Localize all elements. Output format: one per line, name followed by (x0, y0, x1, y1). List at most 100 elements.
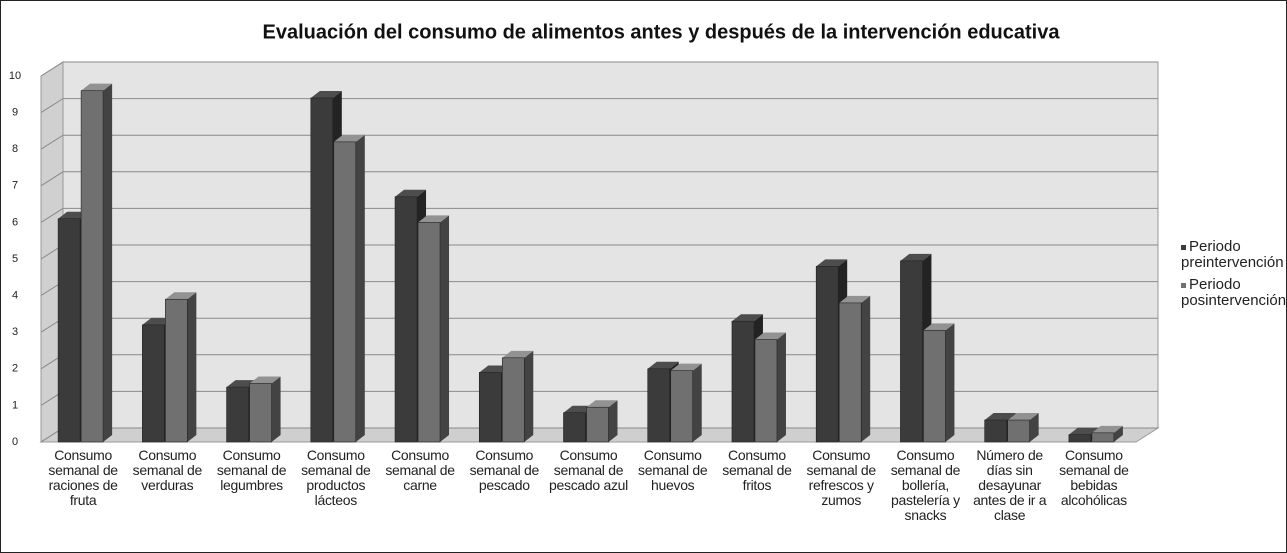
bar-face (187, 292, 197, 442)
legend-label: Periodo posintervención (1181, 276, 1287, 309)
bar-face (670, 363, 702, 371)
bar-face (417, 222, 441, 443)
y-tick-label: 7 (12, 180, 18, 192)
x-tick-label: Consumo semanal de carne (385, 447, 455, 493)
y-tick-label: 1 (12, 399, 18, 411)
y-tick-label: 6 (12, 216, 18, 228)
bar-face (394, 196, 418, 443)
y-tick-label: 0 (12, 436, 18, 448)
bar-face (692, 363, 702, 442)
y-tick-label: 9 (12, 107, 18, 119)
bar-face (754, 339, 778, 443)
legend-item: Periodo preintervención (1181, 238, 1286, 271)
bar-face (647, 368, 671, 443)
bar (1007, 413, 1039, 443)
x-tick-label: Consumo semanal de raciones de fruta (48, 447, 118, 508)
bar-face (440, 215, 450, 442)
bar (165, 292, 197, 443)
bar-face (731, 320, 755, 443)
bar-face (249, 376, 281, 384)
bar-face (310, 97, 334, 443)
grid-line (40, 98, 1158, 114)
bar (333, 134, 365, 443)
bar-face (586, 400, 618, 408)
x-tick-label: Consumo semanal de pescado (469, 447, 540, 493)
legend-label: Periodo preintervención (1181, 238, 1284, 271)
legend-item: Periodo posintervención (1181, 276, 1287, 309)
bar (417, 215, 450, 443)
bar-face (586, 406, 609, 443)
bar-face (1091, 432, 1115, 443)
bar-face (754, 332, 786, 340)
bar-face (333, 134, 365, 142)
x-tick-label: Consumo semanal de huevos (638, 447, 708, 493)
x-tick-label: Consumo semanal de bollería, pastelería … (890, 447, 961, 523)
y-tick-label: 4 (12, 290, 18, 302)
x-tick-label: Consumo semanal de bebidas alcohólicas (1059, 447, 1129, 508)
bar-face (57, 218, 81, 443)
bar-face (670, 370, 694, 443)
chart-title: Evaluación del consumo de alimentos ante… (263, 21, 1061, 43)
bar-face (839, 295, 871, 303)
bar-face (608, 400, 618, 442)
x-tick-label: Consumo semanal de pescado azul (549, 447, 628, 493)
y-tick-label: 10 (9, 70, 21, 82)
x-tick-label: Consumo semanal de fritos (722, 447, 792, 493)
bar (670, 363, 702, 443)
y-tick-label: 5 (12, 253, 18, 265)
bar-face (226, 386, 249, 443)
bar-face (249, 383, 272, 443)
bar (586, 400, 618, 443)
bar-face (1091, 425, 1123, 433)
bar-face (900, 253, 932, 261)
bar-face (165, 298, 188, 443)
bar-face (502, 350, 534, 358)
bar-face (142, 324, 165, 443)
bar-face (815, 266, 839, 443)
bar-face (478, 372, 502, 443)
bar-face (333, 141, 357, 443)
bar-face (945, 323, 955, 442)
bar-face (838, 302, 862, 443)
bar-face (816, 259, 848, 267)
x-tick-label: Número de días sin desayunar antes de ir… (973, 447, 1047, 523)
bar-face (310, 90, 342, 98)
bar-face (80, 90, 104, 443)
bar-face (1007, 413, 1039, 421)
bar-face (776, 332, 786, 442)
grid-line (40, 171, 1158, 187)
bar (1091, 425, 1123, 443)
bar-face (900, 260, 923, 443)
bar-face (1029, 413, 1039, 442)
bar-face (1068, 434, 1092, 443)
bar (838, 295, 871, 443)
y-tick-label: 3 (12, 326, 18, 338)
bar (249, 376, 281, 443)
legend-swatch (1181, 244, 1186, 250)
bar (923, 323, 955, 443)
x-tick-label: Consumo semanal de verduras (132, 447, 203, 493)
bar-face (563, 412, 586, 443)
bar-face (923, 330, 946, 443)
bar-face (103, 83, 113, 442)
bar-face (861, 295, 871, 442)
y-tick-label: 8 (12, 143, 18, 155)
grid-line (40, 61, 1158, 77)
bar-face (1113, 425, 1123, 442)
bar (754, 332, 786, 443)
bar-face (165, 292, 197, 300)
bar (501, 350, 534, 443)
bar-face (355, 134, 365, 442)
bar-face (395, 189, 427, 197)
bar-face (984, 413, 1016, 421)
bar-face (1007, 419, 1030, 443)
bar-face (418, 215, 450, 223)
x-tick-label: Consumo semanal de productos lácteos (301, 447, 371, 508)
bar-face (731, 314, 763, 322)
bar (80, 83, 113, 443)
x-tick-label: Consumo semanal de refrescos y zumos (806, 447, 876, 508)
x-tick-label: Consumo semanal de legumbres (216, 447, 287, 493)
bar-face (923, 323, 955, 331)
